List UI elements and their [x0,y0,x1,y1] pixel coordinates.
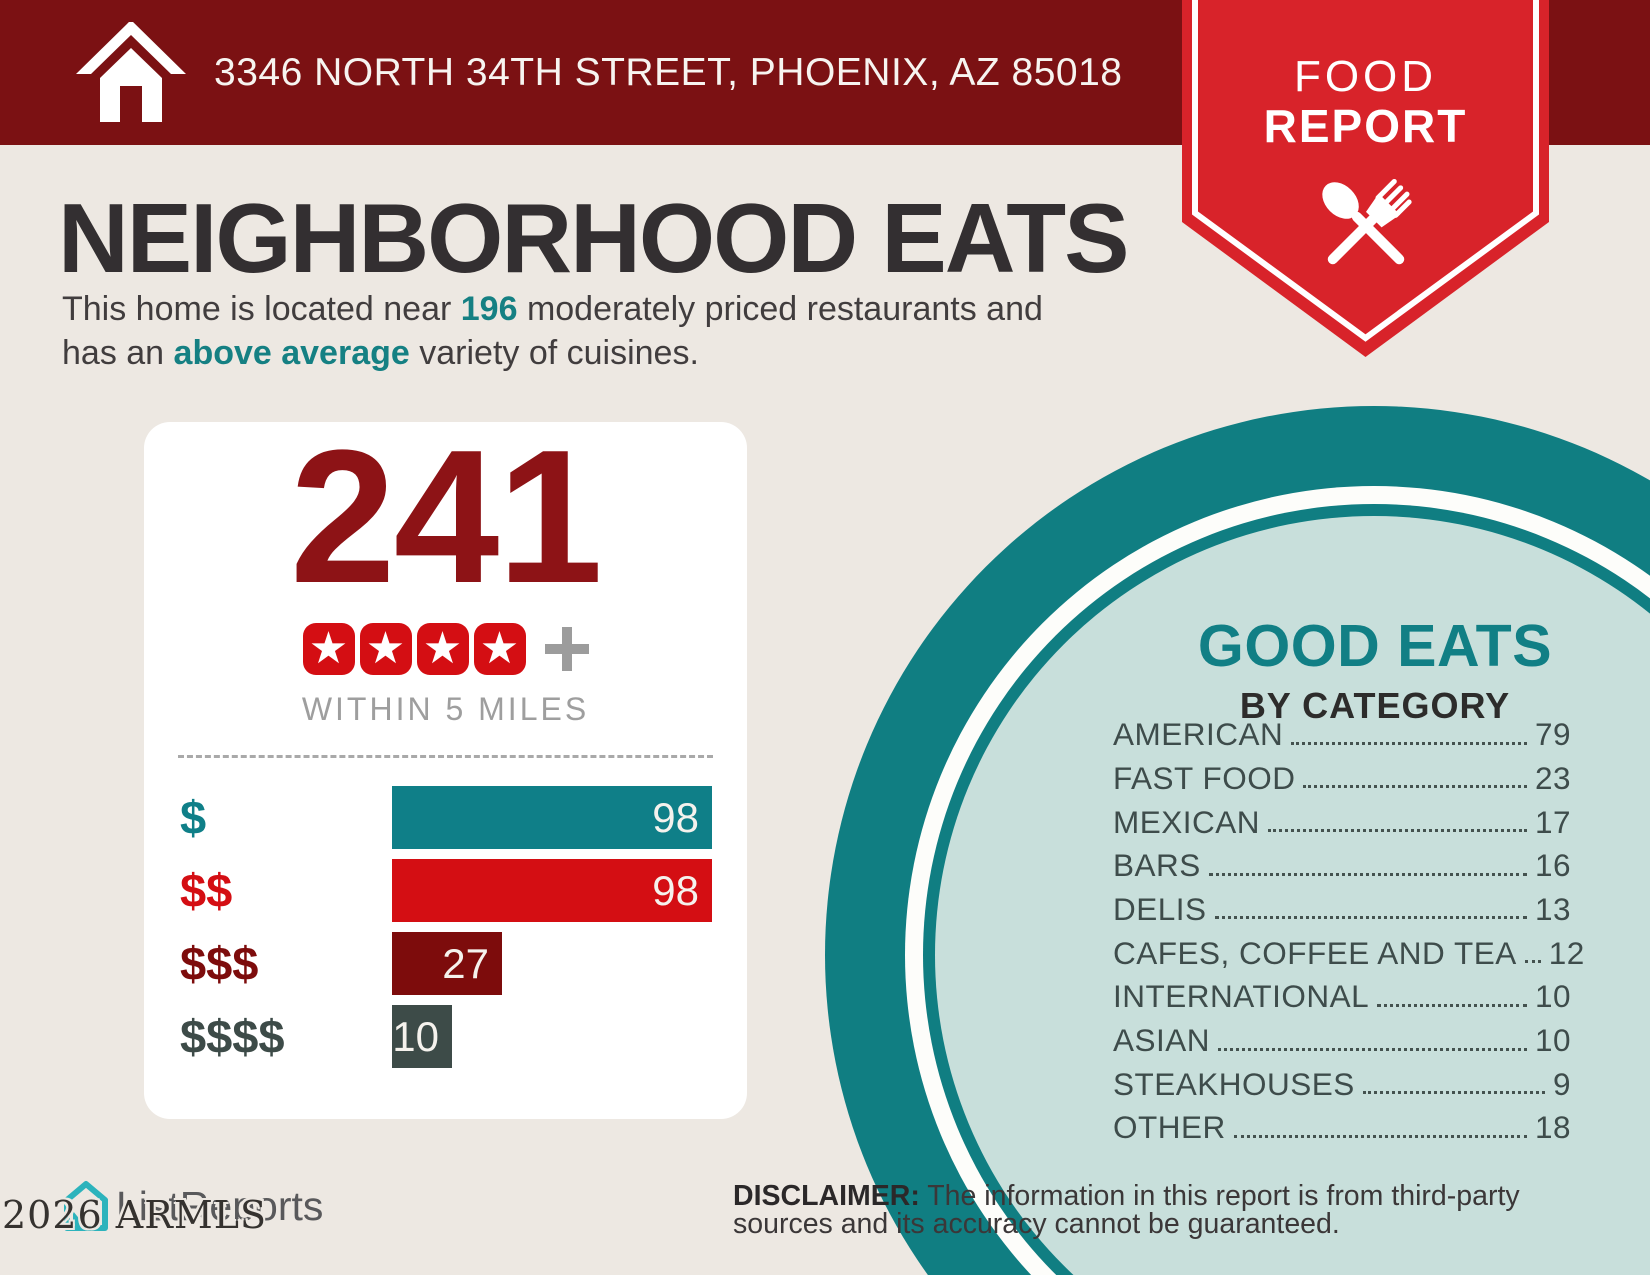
dotted-leader [1208,872,1527,876]
spoon-fork-icon [1322,178,1412,265]
category-count: 12 [1548,934,1585,971]
good-eats-subtitle: BY CATEGORY [1239,685,1511,726]
dotted-leader [1218,1047,1527,1051]
category-list: AMERICAN 79 FAST FOOD 23 MEXICAN 17 BARS 16 DELI… [1113,712,1584,1149]
price-bar: 10 [392,1005,452,1068]
plus-icon [544,627,589,671]
category-name: AMERICAN [1113,716,1284,753]
food-report-ribbon: FOOD REPORT [1182,0,1549,357]
divider [178,755,713,758]
category-name: ASIAN [1113,1022,1211,1058]
dotted-leader [1214,916,1527,920]
subtitle-text: This home is located near [62,290,461,328]
total-restaurants: 241 [289,411,603,623]
subtitle-text: moderately priced restaurants and [517,290,1043,328]
star-icon: ★ [302,623,355,675]
category-row: DELIS 13 [1113,887,1571,931]
category-count: 10 [1534,978,1571,1015]
page-title: NEIGHBORHOOD EATS [58,183,1129,293]
disclaimer-label: DISCLAIMER: [733,1180,920,1212]
category-row: OTHER 18 [1113,1105,1571,1149]
price-level-label: $ [180,791,207,844]
category-row: INTERNATIONAL 10 [1113,974,1571,1018]
category-count: 23 [1534,759,1571,796]
category-name: MEXICAN [1113,803,1261,840]
category-count: 18 [1534,1109,1571,1146]
price-bar-chart: $98 $$ 98 $$$ 27 $$$$ 10 [144,786,747,1078]
subtitle-text: has an [62,334,174,373]
property-address: 3346 NORTH 34TH STREET, PHOENIX, AZ 8501… [214,50,1123,94]
price-level-label: $$ [180,864,233,917]
category-row: CAFES, COFFEE AND TEA 12 [1113,930,1584,974]
star-icon: ★ [473,623,526,675]
price-bar: 27 [392,932,502,995]
dotted-leader [1362,1091,1545,1095]
page-subtitle: This home is located near 196 moderately… [62,287,1142,375]
star-icon: ★ [416,623,469,675]
radius-label: WITHIN 5 MILES [301,691,590,727]
restaurant-count: 196 [460,290,518,328]
good-eats-heading: GOOD EATS BY CATEGORY [1095,612,1650,727]
dotted-leader [1303,785,1527,789]
disclaimer-text: The information in this report is from t… [733,1180,1520,1240]
category-name: OTHER [1113,1109,1226,1146]
price-level-label: $$$$ [180,1010,285,1063]
price-bar: 98 [392,859,712,922]
variety-highlight: above average [173,334,410,373]
logo-house-icon [64,1181,108,1231]
ribbon-label-food: FOOD [1293,52,1438,101]
category-count: 13 [1534,890,1571,927]
category-name: CAFES, COFFEE AND TEA [1113,934,1517,971]
ribbon-label-report: REPORT [1263,100,1468,152]
star-rating: ★ ★ ★ ★ [144,623,747,675]
dotted-leader [1524,960,1541,964]
category-count: 16 [1534,847,1571,884]
logo-text: ListReports [116,1182,324,1229]
dotted-leader [1233,1134,1527,1138]
price-bar: 98 [392,786,712,849]
price-bar-row: $$$$ 10 [144,1005,747,1068]
category-row: ASIAN 10 [1113,1018,1571,1062]
category-row: FAST FOOD 23 [1113,756,1571,800]
disclaimer: DISCLAIMER: The information in this repo… [733,1180,1533,1240]
category-count: 9 [1552,1065,1571,1102]
category-row: BARS 16 [1113,843,1571,887]
good-eats-title: GOOD EATS [1197,613,1553,679]
price-bar-row: $98 [144,786,747,849]
dotted-leader [1268,829,1527,833]
category-count: 79 [1534,716,1571,753]
stats-card: 241 ★ ★ ★ ★ WITHIN 5 MILES $98 $$ 98 $$$ 27 $$$$… [144,422,747,1119]
star-icon: ★ [359,623,412,675]
category-count: 17 [1534,803,1571,840]
price-level-label: $$$ [180,937,259,990]
category-name: STEAKHOUSES [1113,1065,1355,1102]
category-row: AMERICAN 79 [1113,712,1571,756]
dotted-leader [1377,1003,1527,1007]
dotted-leader [1291,741,1527,745]
home-icon [76,22,186,122]
watermark: 2026 ARMLS [2,1193,268,1237]
subtitle-text: variety of cuisines. [409,334,699,373]
category-name: BARS [1113,847,1201,884]
price-bar-row: $$ 98 [144,859,747,922]
category-row: MEXICAN 17 [1113,799,1571,843]
category-row: STEAKHOUSES 9 [1113,1062,1571,1106]
price-bar-row: $$$ 27 [144,932,747,995]
category-name: FAST FOOD [1113,759,1296,796]
category-name: INTERNATIONAL [1113,978,1370,1015]
category-count: 10 [1534,1022,1571,1058]
category-name: DELIS [1113,890,1207,927]
listreports-logo: ListReports [64,1180,323,1232]
